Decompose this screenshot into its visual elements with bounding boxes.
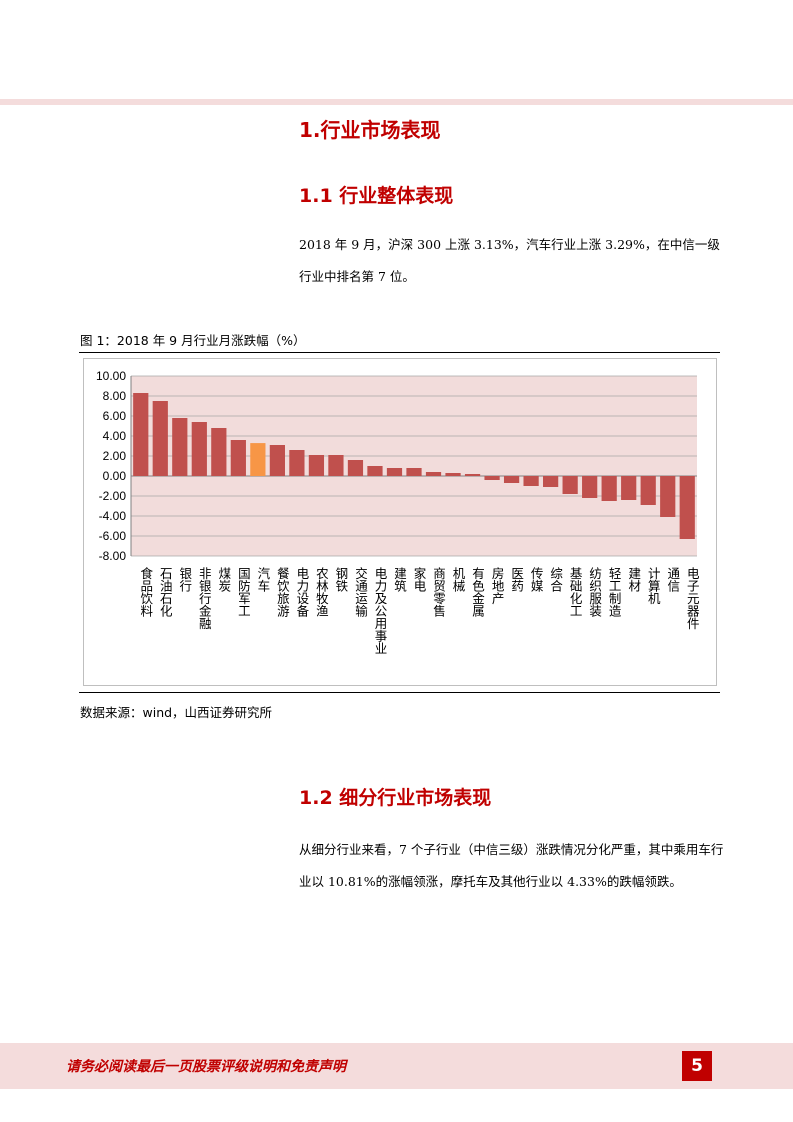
header-band — [0, 99, 793, 105]
bar — [660, 476, 676, 517]
x-tick-label: 轻工制造 — [607, 567, 622, 617]
x-tick-label: 家电 — [412, 566, 427, 592]
x-tick-label: 银行 — [177, 567, 192, 593]
y-tick-label: 8.00 — [103, 389, 127, 403]
x-tick-label: 传媒 — [529, 566, 544, 592]
paragraph-industry-overall: 2018 年 9 月，沪深 300 上涨 3.13%，汽车行业上涨 3.29%，… — [299, 237, 720, 284]
bar — [679, 476, 695, 539]
x-tick-label: 综合 — [548, 567, 563, 592]
y-tick-label: 2.00 — [103, 449, 127, 463]
x-tick-label: 汽车 — [255, 566, 270, 593]
footer: 请务必阅读最后一页股票评级说明和免责声明 5 — [0, 1043, 793, 1089]
x-tick-label: 煤炭 — [216, 567, 231, 593]
x-tick-label: 建筑 — [392, 567, 407, 593]
industry-return-chart: 10.00 8.00 6.00 4.00 2.00 0.00 -2.00 -4.00 -6.00… — [96, 369, 700, 655]
bar — [386, 468, 403, 476]
footer-disclaimer: 请务必阅读最后一页股票评级说明和免责声明 — [66, 1059, 346, 1075]
bar — [308, 455, 325, 476]
figure-source: 数据来源：wind，山西证券研究所 — [80, 705, 273, 720]
x-tick-label: 交通运输 — [353, 566, 368, 618]
bar — [367, 466, 383, 476]
bar — [445, 473, 461, 476]
x-tick-label: 非银行金融 — [197, 567, 212, 630]
y-tick-label: -2.00 — [99, 489, 127, 503]
figure-rule-top — [79, 352, 720, 353]
bar — [582, 476, 598, 498]
bar — [250, 443, 266, 476]
x-tick-label: 房地产 — [490, 566, 505, 605]
bar — [133, 393, 149, 476]
x-tick-label: 有色金属 — [470, 567, 485, 618]
bar — [211, 428, 227, 476]
x-tick-label: 电子元器件 — [685, 567, 700, 630]
bar — [230, 440, 246, 476]
figure-title: 图 1：2018 年 9 月行业月涨跌幅（%） — [80, 333, 306, 348]
x-tick-label: 基础化工 — [568, 567, 583, 617]
figure-rule-bottom — [79, 692, 720, 693]
bar — [523, 476, 539, 486]
x-tick-label: 餐饮旅游 — [275, 566, 290, 617]
page-number: 5 — [682, 1051, 712, 1081]
bar — [289, 450, 305, 476]
x-tick-label: 医药 — [509, 567, 524, 592]
bar — [621, 476, 637, 500]
x-tick-label: 钢铁 — [333, 567, 348, 592]
bar — [347, 460, 364, 476]
bar — [406, 468, 422, 476]
bar — [464, 474, 481, 476]
paragraph-sub-industry: 从细分行业来看，7 个子行业（中信三级）涨跌情况分化严重，其中乘用车行业以 10… — [299, 842, 724, 889]
x-tick-label: 石油石化 — [158, 567, 173, 618]
x-tick-label: 通信 — [665, 567, 680, 593]
x-tick-label: 农林牧渔 — [314, 567, 329, 617]
bar — [484, 476, 500, 480]
section-title-1: 1.行业市场表现 — [299, 118, 441, 142]
y-tick-label: -4.00 — [99, 509, 127, 523]
y-tick-label: 0.00 — [103, 469, 127, 483]
x-tick-label: 商贸零售 — [431, 566, 446, 617]
x-tick-label: 计算机 — [646, 567, 661, 605]
y-tick-label: -8.00 — [99, 549, 127, 563]
bar — [425, 472, 442, 476]
x-tick-label: 电力及公用事业 — [372, 567, 387, 655]
x-tick-label: 机械 — [451, 567, 466, 592]
bar — [503, 476, 520, 483]
x-tick-label: 食品饮料 — [138, 566, 153, 617]
section-title-1-1: 1.1 行业整体表现 — [299, 185, 454, 207]
y-tick-label: 6.00 — [103, 409, 127, 423]
y-tick-label: -6.00 — [99, 529, 127, 543]
bar — [601, 476, 617, 501]
x-tick-label: 电力设备 — [294, 567, 309, 618]
bar — [543, 476, 559, 487]
x-tick-label: 建材 — [626, 567, 641, 592]
bar — [191, 422, 207, 476]
chart-frame: 10.00 8.00 6.00 4.00 2.00 0.00 -2.00 -4.00 -6.00… — [83, 358, 717, 686]
bar — [269, 445, 285, 476]
bar — [640, 476, 656, 505]
bar — [172, 418, 188, 476]
x-tick-label: 国防军工 — [236, 567, 251, 617]
bar — [152, 401, 168, 476]
bar — [328, 455, 344, 476]
x-tick-label: 纺织服装 — [587, 567, 602, 618]
y-tick-label: 10.00 — [96, 369, 126, 383]
bar — [562, 476, 578, 494]
y-tick-label: 4.00 — [103, 429, 127, 443]
section-title-1-2: 1.2 细分行业市场表现 — [299, 787, 492, 809]
